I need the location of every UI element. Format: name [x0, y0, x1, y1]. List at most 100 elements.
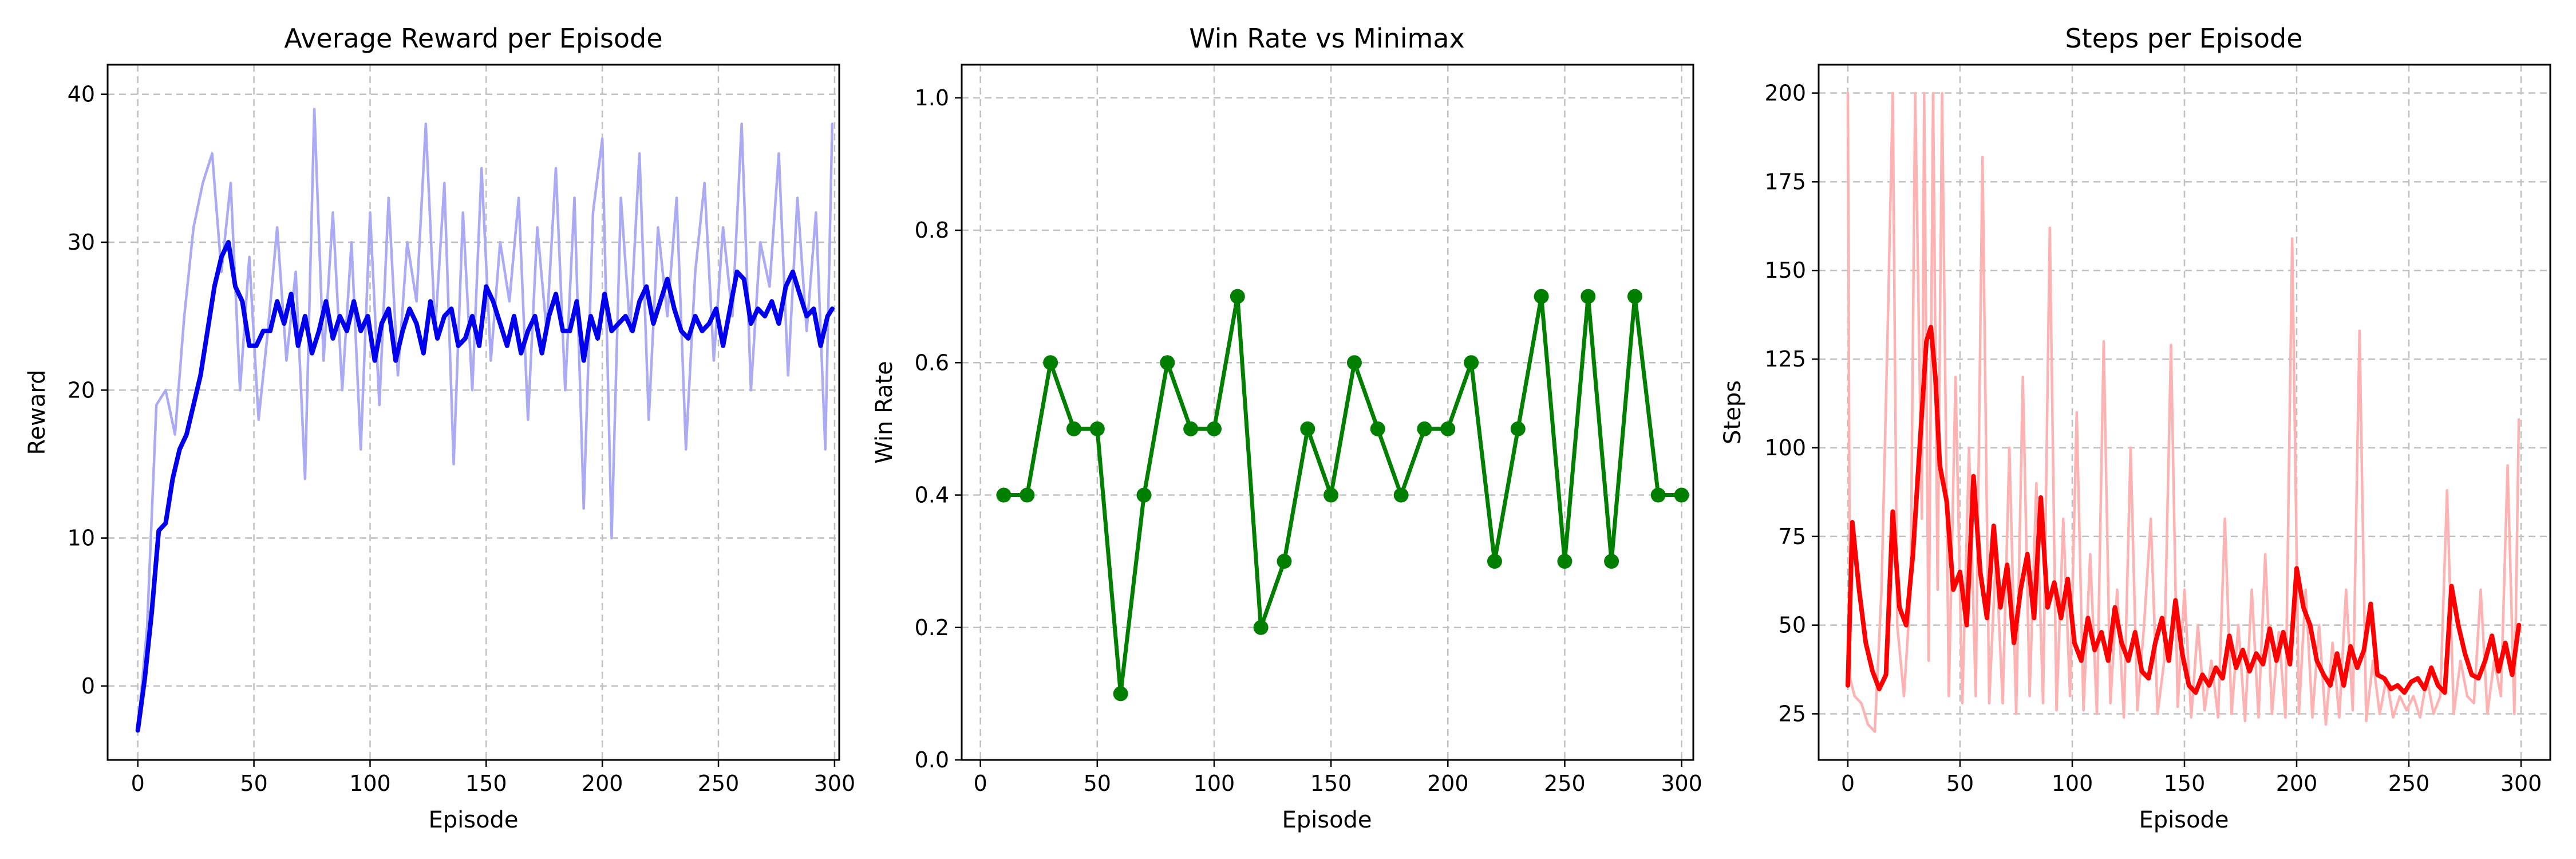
winrate-point: [1020, 487, 1035, 503]
winrate-point: [1650, 487, 1666, 503]
x-tick-label: 100: [1194, 771, 1235, 796]
winrate-point: [1113, 686, 1128, 702]
x-axis-label: Episode: [2139, 807, 2229, 833]
y-axis-label: Steps: [1720, 380, 1746, 444]
steps-chart: Steps per Episode 0 50 100 150 200 250 300 25 5…: [1720, 23, 2551, 833]
winrate-point: [1206, 421, 1222, 436]
chart-title: Steps per Episode: [2065, 23, 2302, 54]
y-axis: 0.0 0.2 0.4 0.6 0.8 1.0: [915, 85, 962, 773]
x-tick-label: 50: [1946, 771, 1974, 796]
y-axis: 25 50 75 100 125 150 175 200: [1764, 81, 1819, 726]
winrate-point: [1464, 355, 1479, 371]
x-axis-label: Episode: [1282, 807, 1372, 833]
y-tick-label: 0: [81, 673, 95, 699]
winrate-point: [1346, 355, 1362, 371]
y-tick-label: 0.0: [915, 747, 949, 773]
steps-raw-line: [1846, 92, 2520, 733]
x-tick-label: 0: [974, 771, 987, 796]
axes-frame: [106, 64, 840, 761]
winrate-point: [1089, 421, 1105, 436]
winrate-point: [1393, 487, 1409, 503]
winrate-point: [1627, 289, 1642, 304]
y-tick-label: 0.4: [915, 483, 949, 508]
x-axis: 0 50 100 150 200 250 300: [1841, 760, 2542, 796]
y-tick-label: 0.6: [915, 350, 949, 375]
y-tick-label: 0.8: [915, 218, 949, 243]
winrate-point: [1183, 421, 1199, 436]
grid: [962, 65, 1693, 761]
winrate-point: [1674, 487, 1689, 503]
axes-frame: [961, 64, 1694, 761]
x-tick-label: 100: [2052, 771, 2093, 796]
chart-title: Win Rate vs Minimax: [1189, 23, 1465, 54]
winrate-point: [996, 487, 1012, 503]
y-tick-label: 30: [68, 230, 95, 255]
winrate-point: [1417, 421, 1432, 436]
x-tick-label: 100: [349, 771, 391, 796]
y-tick-label: 150: [1764, 258, 1806, 283]
reward-chart: Average Reward per Episode 0 50 100 150 200 2…: [24, 23, 855, 833]
y-tick-label: 25: [1779, 701, 1806, 726]
x-tick-label: 200: [582, 771, 623, 796]
x-tick-label: 300: [2500, 771, 2542, 796]
winrate-chart: Win Rate vs Minimax 0 50 100 150 200 250 300 0…: [871, 23, 1702, 833]
winrate-line: [1002, 294, 1684, 696]
x-tick-label: 50: [240, 771, 267, 796]
y-tick-label: 200: [1764, 81, 1806, 106]
y-tick-label: 50: [1779, 613, 1806, 638]
y-axis: 0 10 20 30 40: [68, 82, 108, 699]
x-tick-label: 150: [2164, 771, 2206, 796]
chart-title: Average Reward per Episode: [284, 23, 662, 54]
plot-area: [996, 289, 1689, 702]
grid: [108, 65, 839, 760]
y-tick-label: 1.0: [915, 85, 949, 111]
plot-area: [1846, 92, 2522, 733]
winrate-point: [1557, 554, 1573, 569]
winrate-point: [1066, 421, 1081, 436]
winrate-point: [1277, 554, 1292, 569]
x-axis: 0 50 100 150 200 250 300: [131, 760, 856, 796]
winrate-point: [1440, 421, 1456, 436]
x-tick-label: 200: [1427, 771, 1469, 796]
winrate-point: [1043, 355, 1058, 371]
winrate-point: [1300, 421, 1315, 436]
y-axis-label: Reward: [24, 370, 50, 455]
y-tick-label: 20: [68, 377, 95, 403]
plot-area: [135, 108, 835, 733]
winrate-point: [1136, 487, 1152, 503]
winrate-point: [1230, 289, 1245, 304]
winrate-point: [1160, 355, 1175, 371]
reward-raw-line: [136, 108, 834, 732]
y-tick-label: 10: [68, 526, 95, 551]
x-tick-label: 250: [698, 771, 740, 796]
x-axis-label: Episode: [428, 807, 518, 833]
y-tick-label: 75: [1779, 524, 1806, 549]
winrate-point: [1510, 421, 1526, 436]
winrate-point: [1323, 487, 1339, 503]
y-tick-label: 100: [1764, 435, 1806, 460]
x-tick-label: 0: [1841, 771, 1855, 796]
x-tick-label: 250: [2388, 771, 2430, 796]
x-tick-label: 50: [1084, 771, 1111, 796]
y-tick-label: 0.2: [915, 615, 949, 640]
winrate-point: [1253, 620, 1269, 635]
y-axis-label: Win Rate: [871, 361, 898, 464]
winrate-point: [1604, 554, 1619, 569]
reward-smoothed-line: [135, 240, 835, 733]
x-tick-label: 300: [1661, 771, 1702, 796]
x-tick-label: 200: [2276, 771, 2318, 796]
y-tick-label: 125: [1764, 346, 1806, 372]
winrate-point: [1581, 289, 1596, 304]
x-axis: 0 50 100 150 200 250 300: [974, 760, 1702, 796]
x-tick-label: 150: [1310, 771, 1352, 796]
x-tick-label: 250: [1544, 771, 1586, 796]
steps-smoothed-line: [1846, 325, 2522, 695]
x-tick-label: 150: [465, 771, 507, 796]
y-tick-label: 175: [1764, 169, 1806, 194]
x-tick-label: 300: [814, 771, 856, 796]
winrate-point: [1370, 421, 1385, 436]
x-tick-label: 0: [131, 771, 145, 796]
winrate-point: [1534, 289, 1549, 304]
y-tick-label: 40: [68, 82, 95, 107]
